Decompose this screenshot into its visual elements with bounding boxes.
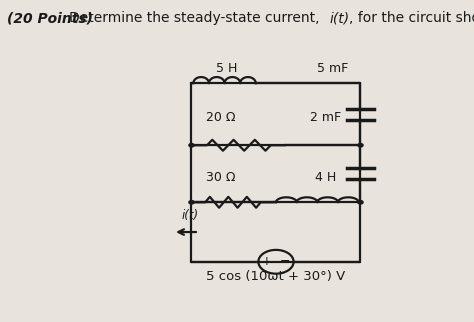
- Text: 20 Ω: 20 Ω: [206, 111, 236, 124]
- Text: −: −: [280, 255, 290, 268]
- Text: Determine the steady-state current,: Determine the steady-state current,: [69, 11, 324, 25]
- Text: 5 cos (10ωt + 30°) V: 5 cos (10ωt + 30°) V: [206, 270, 346, 283]
- Text: 30 Ω: 30 Ω: [206, 171, 236, 184]
- Text: i(t): i(t): [181, 209, 198, 222]
- Circle shape: [189, 201, 194, 204]
- Text: i(t): i(t): [329, 11, 349, 25]
- Circle shape: [358, 144, 363, 147]
- Text: (20 Points): (20 Points): [7, 11, 98, 25]
- Text: 5 mF: 5 mF: [317, 62, 348, 75]
- Text: 4 H: 4 H: [315, 171, 336, 184]
- Text: +: +: [262, 255, 272, 268]
- Text: 5 H: 5 H: [216, 62, 237, 75]
- Circle shape: [358, 201, 363, 204]
- Circle shape: [189, 144, 194, 147]
- Text: , for the circuit shown below.: , for the circuit shown below.: [349, 11, 474, 25]
- Text: 2 mF: 2 mF: [310, 111, 341, 124]
